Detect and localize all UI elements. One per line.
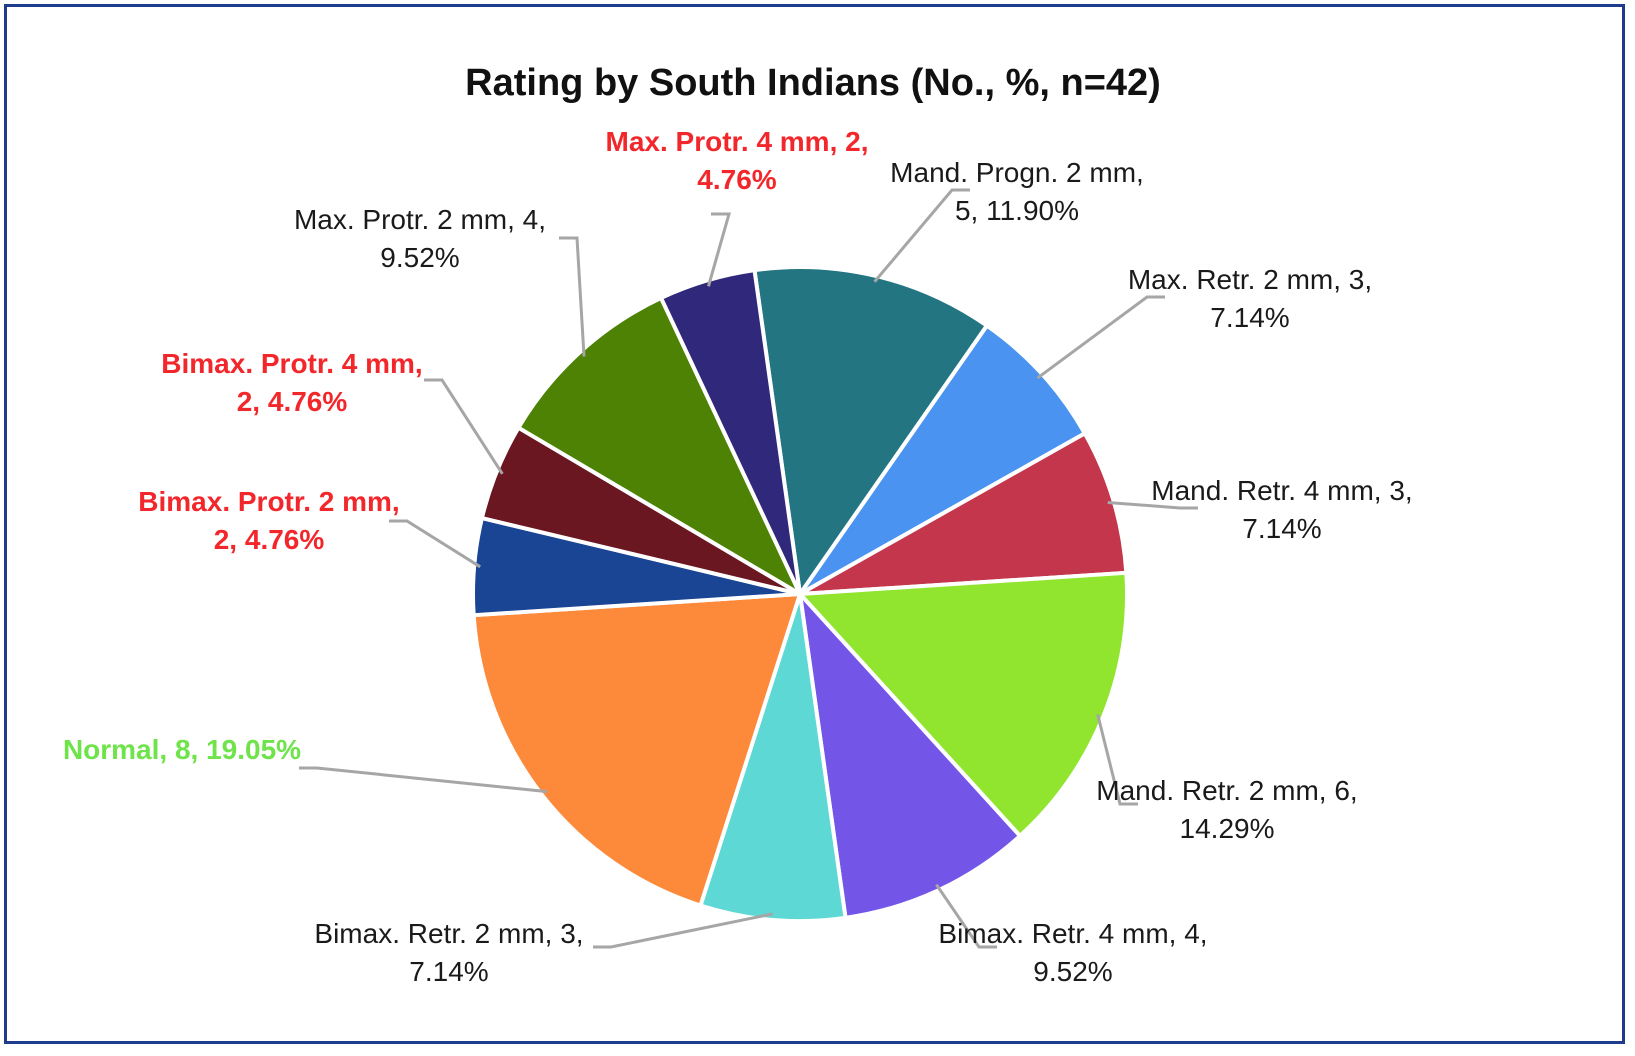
pie-slice-max-protr-4-mm [658, 267, 802, 595]
pie-slice-mand-retr-2-mm [795, 570, 1129, 839]
data-label: Bimax. Protr. 4 mm, 2, 4.76% [161, 348, 422, 417]
data-label-line: Normal, 8, 19.05% [63, 734, 301, 765]
data-label: Bimax. Protr. 2 mm, 2, 4.76% [138, 486, 399, 555]
leader-line [1096, 713, 1138, 806]
leader-line [707, 212, 731, 287]
data-label-line: 7.14% [409, 956, 488, 987]
data-label-line: 5, 11.90% [955, 195, 1079, 226]
data-label: Max. Protr. 2 mm, 4, 9.52% [294, 204, 546, 273]
data-label-line: Mand. Retr. 2 mm, 6, [1096, 775, 1357, 806]
data-label: Normal, 8, 19.05% [63, 734, 301, 765]
chart-title: Rating by South Indians (No., %, n=42) [465, 62, 1161, 104]
data-label-line: 9.52% [380, 242, 459, 273]
leader-line [424, 378, 504, 475]
data-label-line: Bimax. Retr. 2 mm, 3, [314, 918, 583, 949]
data-label-line: 14.29% [1180, 813, 1275, 844]
data-label: Max. Protr. 4 mm, 2, 4.76% [606, 126, 869, 195]
data-label-line: 2, 4.76% [237, 386, 348, 417]
data-label-line: Mand. Retr. 4 mm, 3, [1151, 475, 1412, 506]
data-label-line: Bimax. Protr. 4 mm, [161, 348, 422, 379]
pie-slice-mand-progn-2-mm [752, 265, 990, 600]
leader-line [873, 188, 970, 283]
data-label: Max. Retr. 2 mm, 3, 7.14% [1128, 264, 1372, 333]
data-label-line: Bimax. Retr. 4 mm, 4, [938, 918, 1207, 949]
pie-slices [471, 265, 1129, 923]
leader-line [593, 912, 774, 949]
leader-line [299, 766, 548, 794]
data-label: Bimax. Retr. 2 mm, 3, 7.14% [314, 918, 583, 987]
chart-frame: Rating by South Indians (No., %, n=42) M… [4, 4, 1625, 1044]
data-label: Mand. Progn. 2 mm, 5, 11.90% [890, 157, 1144, 226]
leader-line [1107, 500, 1198, 510]
slice-labels: Mand. Progn. 2 mm, 5, 11.90% Max. Retr. 2 … [63, 126, 1413, 987]
leader-line [1036, 295, 1165, 380]
data-label-line: Max. Retr. 2 mm, 3, [1128, 264, 1372, 295]
data-label-line: Mand. Progn. 2 mm, [890, 157, 1144, 188]
pie-slice-max-protr-2-mm [515, 295, 805, 600]
pie-slice-bimax-retr-2-mm [697, 593, 848, 923]
leader-lines [299, 188, 1198, 949]
leader-line [935, 883, 997, 949]
data-label-line: 2, 4.76% [214, 524, 325, 555]
data-label-line: Max. Protr. 4 mm, 2, [606, 126, 869, 157]
leader-line [389, 519, 481, 569]
data-label-line: 7.14% [1210, 302, 1289, 333]
leader-line [559, 236, 586, 357]
data-label-line: 7.14% [1242, 513, 1321, 544]
data-label: Mand. Retr. 2 mm, 6, 14.29% [1096, 775, 1357, 844]
data-label-line: Bimax. Protr. 2 mm, [138, 486, 399, 517]
data-label-line: Max. Protr. 2 mm, 4, [294, 204, 546, 235]
pie-slice-normal [471, 591, 803, 909]
data-label-line: 4.76% [697, 164, 776, 195]
data-label-line: 9.52% [1033, 956, 1112, 987]
data-label: Mand. Retr. 4 mm, 3, 7.14% [1151, 475, 1412, 544]
data-label: Bimax. Retr. 4 mm, 4, 9.52% [938, 918, 1207, 987]
pie-chart: Rating by South Indians (No., %, n=42) M… [63, 62, 1413, 987]
pie-slice-mand-retr-4-mm [799, 430, 1129, 596]
